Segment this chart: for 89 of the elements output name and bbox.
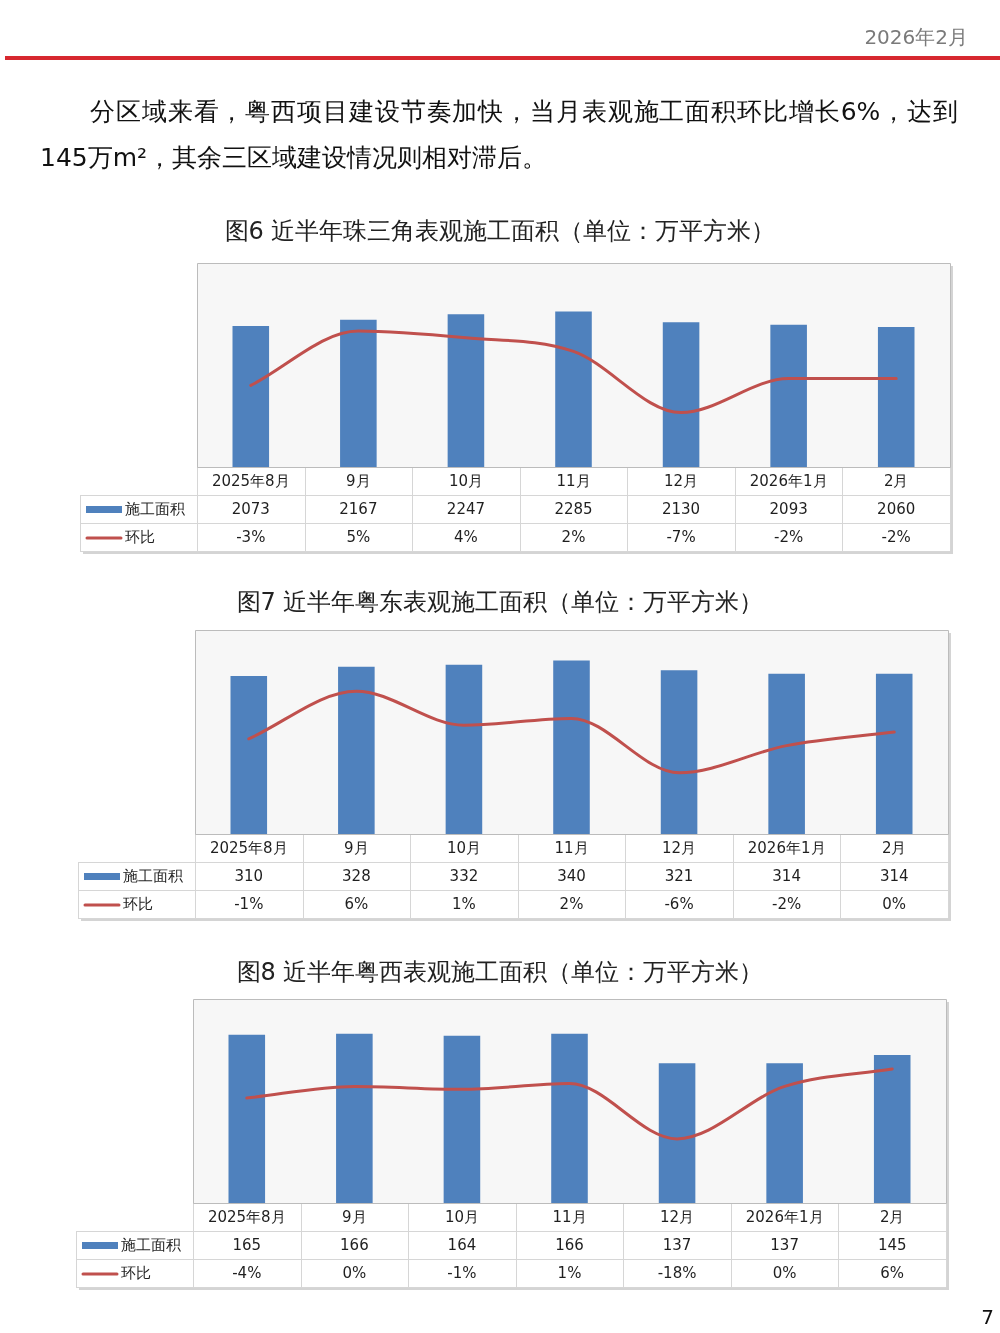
text: 2026年2月 <box>864 24 968 51</box>
data-label: -2% <box>772 894 802 913</box>
x-tick-label: 9月 <box>344 838 369 857</box>
data-label: -6% <box>664 894 694 913</box>
bar <box>340 319 377 467</box>
data-label: 2% <box>559 894 584 913</box>
bar <box>768 673 805 834</box>
data-label: 0% <box>772 1263 797 1282</box>
chart-title: 图8 近半年粤西表观施工面积（单位：万平方米） <box>235 957 765 988</box>
bar <box>877 326 915 467</box>
x-tick-label: 2025年8月 <box>209 838 288 857</box>
bar <box>770 324 807 467</box>
bar <box>555 311 592 467</box>
data-label: -7% <box>666 527 696 546</box>
bar <box>232 326 270 467</box>
data-label: 145 <box>877 1235 907 1254</box>
data-label: 2060 <box>877 499 916 518</box>
x-tick-label: 2026年1月 <box>747 838 826 857</box>
data-label: -2% <box>774 527 804 546</box>
data-label: 0% <box>882 894 907 913</box>
x-tick-label: 2025年8月 <box>211 471 290 490</box>
data-label: -1% <box>234 894 264 913</box>
data-label: 2167 <box>339 499 378 518</box>
data-label: 2073 <box>231 499 270 518</box>
x-tick-label: 11月 <box>552 1207 587 1226</box>
chart-title: 图6 近半年珠三角表观施工面积（单位：万平方米） <box>223 216 777 247</box>
bar <box>553 660 590 834</box>
x-tick-label: 12月 <box>662 838 697 857</box>
data-label: 2093 <box>769 499 808 518</box>
x-tick-label: 10月 <box>446 838 481 857</box>
x-tick-label: 2026年1月 <box>745 1207 824 1226</box>
data-label: 2130 <box>661 499 701 518</box>
x-tick-label: 2月 <box>881 838 907 857</box>
legend-label: 施工面积 <box>123 866 183 885</box>
bar <box>338 666 375 834</box>
data-label: 2285 <box>554 499 593 518</box>
bar <box>447 314 485 467</box>
x-tick-label: 12月 <box>660 1207 695 1226</box>
data-label: 2% <box>561 527 586 546</box>
data-label: 166 <box>340 1235 369 1254</box>
data-label: 6% <box>880 1263 905 1282</box>
data-label: 137 <box>662 1235 692 1254</box>
legend-label: 环比 <box>121 1263 151 1282</box>
bar <box>660 670 698 834</box>
data-label: 4% <box>454 527 478 546</box>
data-label: -1% <box>447 1263 477 1282</box>
data-label: 5% <box>346 527 371 546</box>
bar <box>875 673 913 834</box>
data-label: 2247 <box>446 499 486 518</box>
x-tick-label: 11月 <box>554 838 589 857</box>
x-tick-label: 2月 <box>879 1207 905 1226</box>
x-tick-label: 11月 <box>556 471 591 490</box>
data-label: 314 <box>879 866 909 885</box>
x-tick-label: 10月 <box>448 471 483 490</box>
bar <box>445 664 483 834</box>
x-tick-label: 2026年1月 <box>749 471 828 490</box>
data-label: 321 <box>664 866 694 885</box>
x-tick-label: 10月 <box>444 1207 479 1226</box>
x-tick-label: 12月 <box>664 471 699 490</box>
legend-label: 环比 <box>125 527 155 546</box>
data-label: 340 <box>557 866 586 885</box>
data-label: 314 <box>772 866 801 885</box>
text: 7 <box>981 1304 994 1330</box>
data-label: 137 <box>770 1235 799 1254</box>
legend-label: 环比 <box>123 894 153 913</box>
data-label: 164 <box>447 1235 477 1254</box>
data-label: 166 <box>555 1235 584 1254</box>
data-label: 328 <box>342 866 371 885</box>
data-label: -2% <box>881 527 911 546</box>
legend-label: 施工面积 <box>125 499 185 518</box>
data-label: -18% <box>657 1263 697 1282</box>
text: 分区域来看，粤西项目建设节奏加快，当月表观施工面积环比增长6%，达到145万m²，其余三区域建设情况则相对滞后。 <box>40 96 958 174</box>
data-label: -3% <box>236 527 266 546</box>
x-tick-label: 9月 <box>342 1207 367 1226</box>
data-label: 1% <box>557 1263 582 1282</box>
bar <box>230 675 268 834</box>
x-tick-label: 2月 <box>883 471 909 490</box>
x-tick-label: 2025年8月 <box>207 1207 286 1226</box>
data-label: 6% <box>344 894 369 913</box>
data-label: 1% <box>452 894 476 913</box>
bar <box>662 322 700 467</box>
data-label: 0% <box>342 1263 367 1282</box>
data-label: 165 <box>232 1235 262 1254</box>
x-tick-label: 9月 <box>346 471 371 490</box>
data-label: 332 <box>449 866 479 885</box>
legend-label: 施工面积 <box>121 1235 181 1254</box>
data-label: 310 <box>234 866 264 885</box>
data-label: -4% <box>232 1263 262 1282</box>
chart-title: 图7 近半年粤东表观施工面积（单位：万平方米） <box>235 587 765 618</box>
